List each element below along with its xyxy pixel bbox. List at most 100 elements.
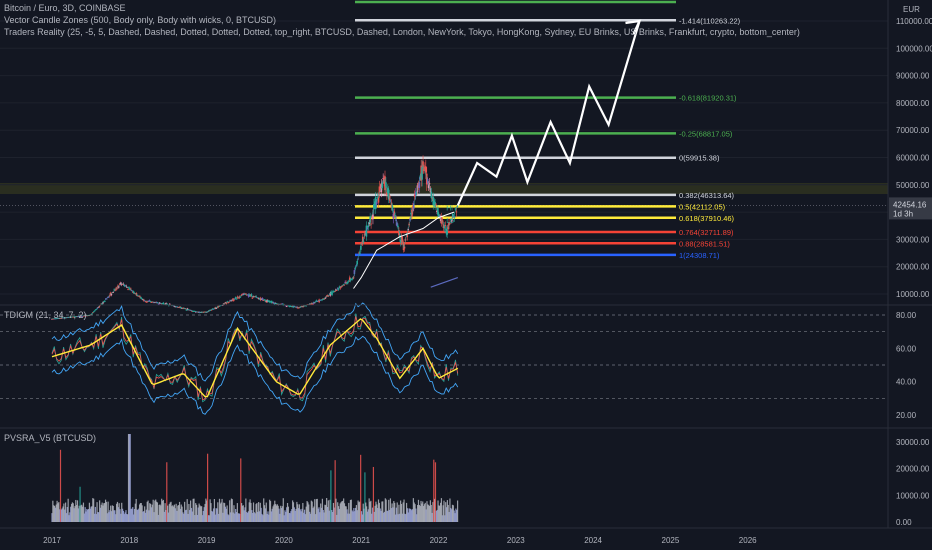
volume-bar <box>373 511 375 522</box>
candle-body <box>104 301 106 302</box>
volume-bar <box>361 514 363 522</box>
symbol-title[interactable]: Bitcoin / Euro, 3D, COINBASE <box>4 3 126 13</box>
volume-bar <box>70 506 72 522</box>
volume-bar <box>93 498 95 522</box>
volume-bar <box>207 515 210 522</box>
volume-bar <box>244 507 246 522</box>
indicator-vector-candle-zones[interactable]: Vector Candle Zones (500, Body only, Bod… <box>4 15 276 25</box>
volume-bar <box>344 506 346 522</box>
candle-body <box>334 291 336 292</box>
pvsra-title[interactable]: PVSRA_V5 (BTCUSD) <box>4 433 97 443</box>
volume-bar <box>302 502 304 522</box>
volume-bar <box>412 498 414 522</box>
volume-bar <box>118 503 120 522</box>
candle-body <box>384 176 386 191</box>
indicator-traders-reality[interactable]: Traders Reality (25, -5, 5, Dashed, Dash… <box>4 27 800 37</box>
volume-bar <box>386 510 388 522</box>
candle-body <box>157 303 160 305</box>
candle-body <box>310 303 312 305</box>
volume-bar <box>97 512 99 522</box>
tdigm-title[interactable]: TDIGM (21, 34, 7, 2) <box>4 310 87 320</box>
volume-bar <box>258 511 261 522</box>
candle-body <box>82 315 85 317</box>
volume-bar <box>181 506 183 522</box>
volume-bar <box>247 511 250 522</box>
projection-arrow[interactable] <box>456 19 642 206</box>
candle-body <box>432 196 435 206</box>
volume-bar <box>157 514 159 522</box>
price-tick-label: 70000.00 <box>896 126 930 135</box>
tdigm-pane[interactable] <box>0 302 888 415</box>
volume-bar <box>115 514 117 522</box>
volume-bar <box>276 504 278 522</box>
volume-bar <box>179 508 181 522</box>
volume-bar <box>216 508 218 522</box>
candle-body <box>441 220 444 223</box>
fibonacci-retracement[interactable]: -1.414(110263.22) -0.618(81920.31) -0.25(6… <box>355 0 741 260</box>
volume-bar <box>82 502 85 522</box>
volume-bar <box>210 503 212 522</box>
volume-bar <box>258 502 260 522</box>
volume-bar <box>162 499 164 522</box>
volume-bar <box>60 509 62 522</box>
volume-bar <box>195 503 197 522</box>
pvsra-volume-pane[interactable] <box>51 434 459 522</box>
candle-body <box>346 282 348 284</box>
volume-bar <box>283 515 285 522</box>
volume-bar <box>340 502 342 522</box>
volume-bar <box>72 503 74 522</box>
hi-annotation: Hi <box>446 206 453 213</box>
volume-bar <box>409 508 411 522</box>
fib-level-label: -1.414(110263.22) <box>679 16 741 25</box>
candle-body <box>148 300 151 302</box>
volume-bar <box>366 506 368 522</box>
volume-bar <box>352 511 354 522</box>
candle-body <box>265 300 268 303</box>
volume-bar <box>241 505 244 522</box>
candle-body <box>431 197 434 199</box>
candle-body <box>330 291 333 295</box>
candle-body <box>233 299 235 301</box>
last-price-label: 42454.16 <box>893 200 927 209</box>
volume-bar <box>279 513 281 522</box>
volume-bar <box>156 502 159 522</box>
volume-bar <box>233 505 235 522</box>
volume-bar <box>375 501 377 522</box>
volume-bar <box>75 499 77 522</box>
candle-body <box>235 298 238 300</box>
volume-bar <box>169 502 171 522</box>
volume-bar <box>133 508 136 522</box>
volume-bar <box>103 503 105 522</box>
volume-bar <box>99 500 101 522</box>
candle-body <box>348 277 351 281</box>
candle-body <box>373 204 375 210</box>
volume-bar <box>367 509 369 522</box>
volume-bar <box>88 502 91 522</box>
volume-bar <box>68 515 70 522</box>
volume-bar <box>218 513 220 522</box>
trend-segment <box>430 277 459 288</box>
candle-body <box>247 294 250 297</box>
volume-bar <box>298 504 301 522</box>
candle-body <box>193 311 195 312</box>
volume-bar <box>252 513 254 522</box>
volume-bar <box>124 512 126 522</box>
volume-bar <box>71 502 74 522</box>
candle-body <box>362 241 365 243</box>
volume-bar <box>286 507 288 522</box>
volume-bar <box>304 514 306 522</box>
time-tick-label: 2018 <box>120 536 138 545</box>
volume-bar <box>408 508 410 522</box>
volume-bar <box>452 505 454 522</box>
candle-body <box>455 211 458 213</box>
volume-bar <box>434 462 437 522</box>
volume-bar <box>428 505 430 522</box>
volume-bar <box>369 501 371 522</box>
volume-bar <box>402 502 404 522</box>
candle-body <box>191 311 193 312</box>
volume-bar <box>424 502 426 522</box>
volume-bar <box>280 505 282 522</box>
candle-body <box>130 288 132 290</box>
candle-body <box>351 278 354 280</box>
